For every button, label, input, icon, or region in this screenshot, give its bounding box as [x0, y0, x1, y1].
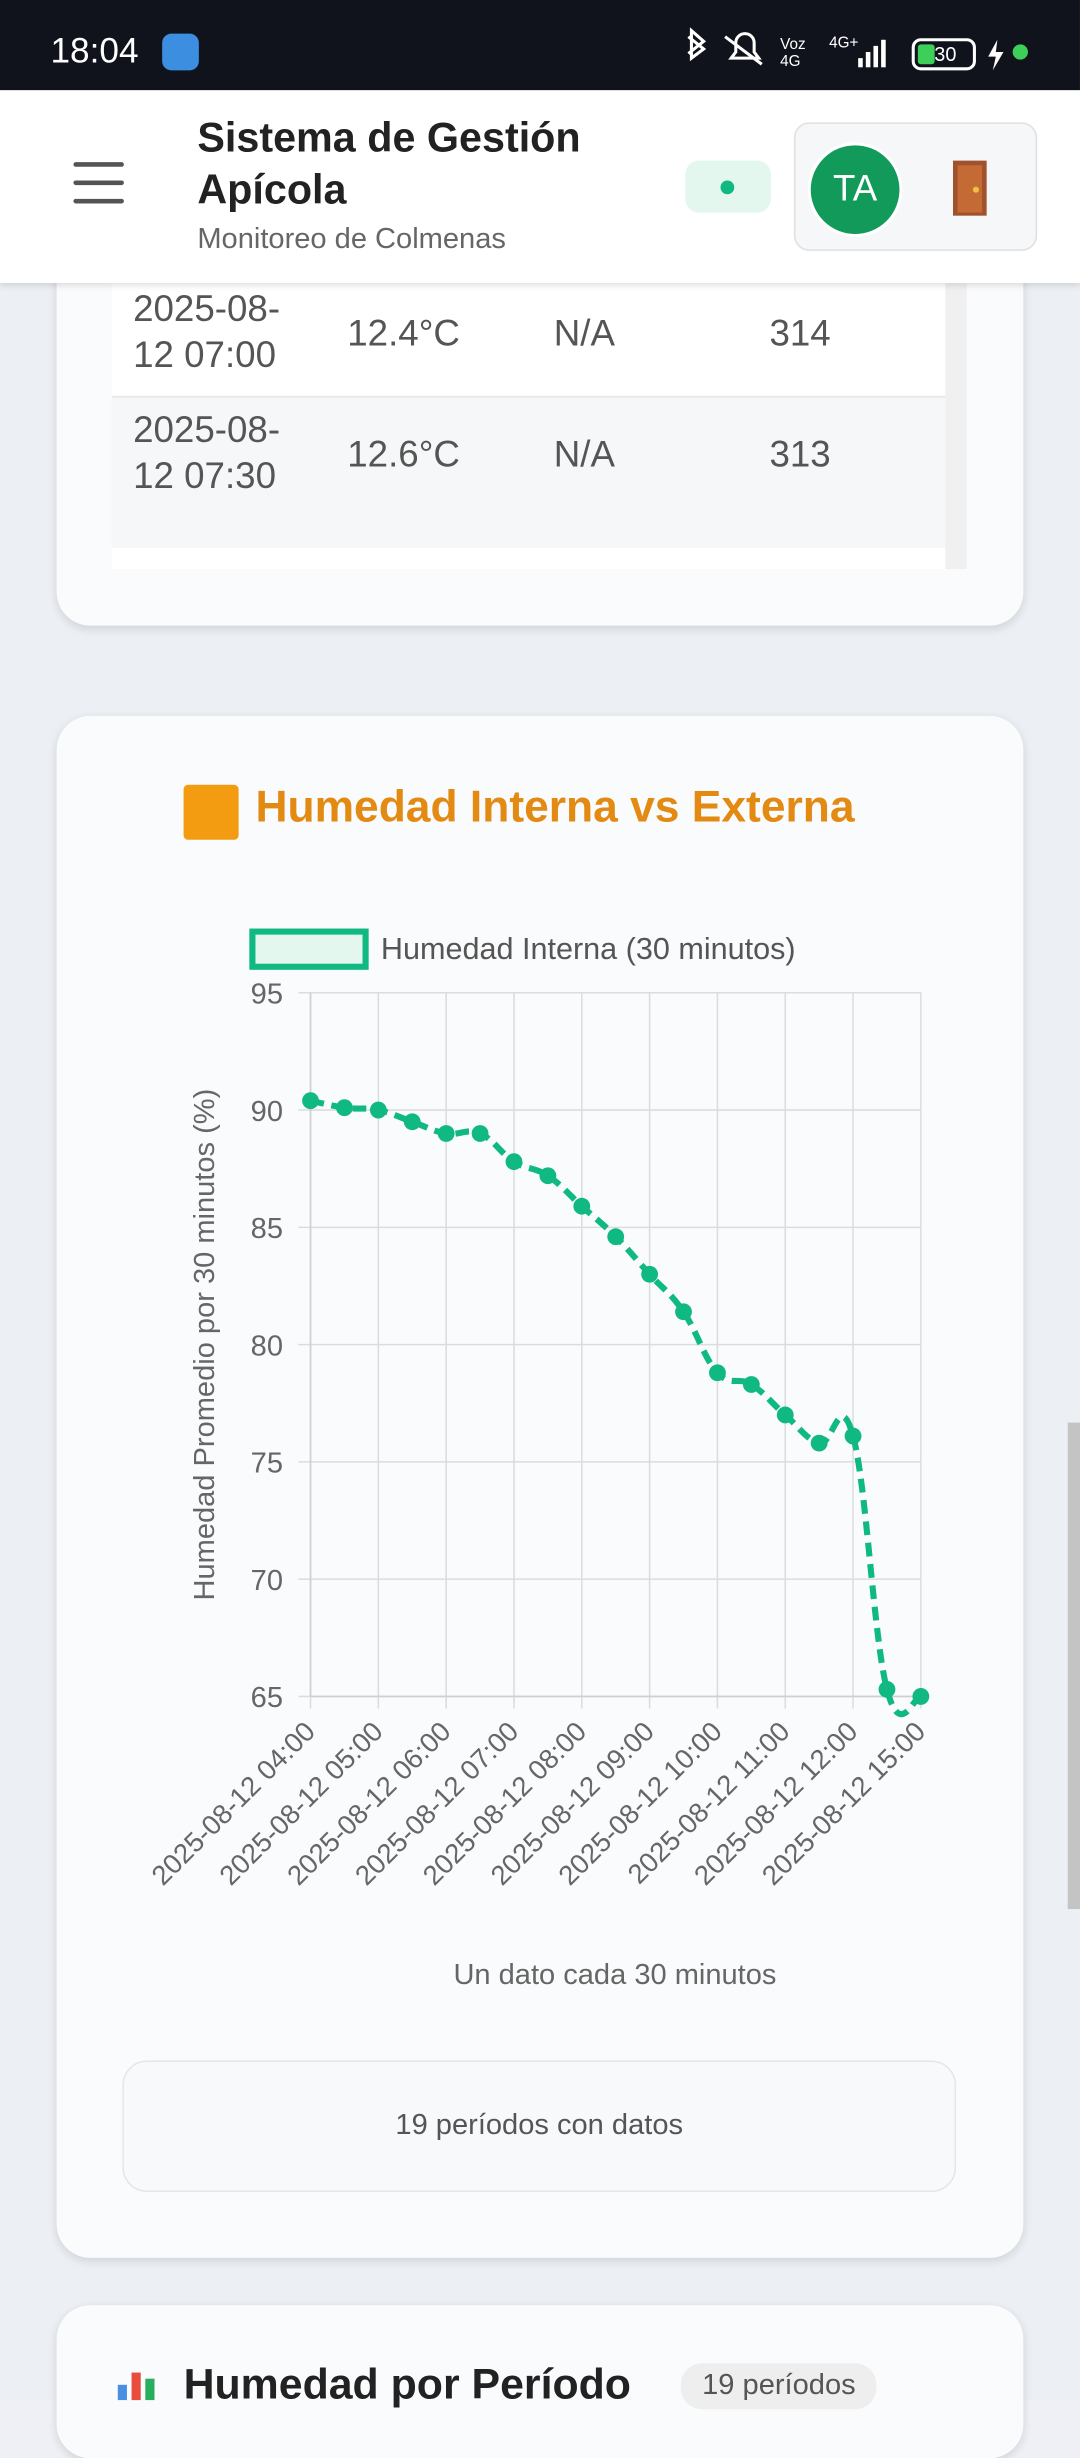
point: [776, 1406, 794, 1424]
point: [403, 1113, 421, 1131]
summary: 19 períodos con datos: [122, 2060, 957, 2193]
logout-button[interactable]: [948, 158, 991, 219]
user-panel: TA: [793, 122, 1038, 251]
y-axis-title: Humedad Promedio por 30 minutos (%): [189, 1089, 221, 1601]
point: [742, 1376, 760, 1393]
page-scrollbar: [1067, 1422, 1080, 1910]
point: [573, 1197, 591, 1215]
point: [369, 1101, 387, 1119]
point: [302, 1092, 319, 1110]
table-cell: 12.6°C: [347, 434, 460, 476]
y-tick-label: 65: [251, 1682, 283, 1714]
period-icon: [115, 2366, 161, 2401]
point: [641, 1265, 659, 1283]
svg-text:4G: 4G: [780, 53, 800, 70]
point: [810, 1434, 828, 1452]
table-cell: 2025-08-12 07:00: [133, 289, 281, 377]
legend-label: Humedad Interna (30 minutos): [381, 932, 796, 966]
avatar[interactable]: TA: [807, 142, 903, 238]
scrollbar: [945, 275, 967, 570]
point: [709, 1364, 726, 1382]
menu-button[interactable]: [73, 162, 124, 204]
y-tick-label: 70: [251, 1565, 283, 1597]
table-row: [111, 547, 946, 570]
line: [309, 1097, 922, 1718]
chart-title: Humedad Interna vs Externa: [255, 783, 855, 833]
x-axis-title: Un dato cada 30 minutos: [453, 1959, 776, 1991]
status-bar: 18:04 Voz 4G 4G+ 30: [0, 0, 1080, 91]
table-cell: N/A: [553, 434, 615, 476]
point: [437, 1125, 455, 1142]
svg-text:4G+: 4G+: [829, 34, 858, 51]
point: [844, 1427, 862, 1445]
time: 18:04: [50, 30, 139, 71]
table-cell: 314: [769, 313, 831, 355]
point: [336, 1099, 353, 1117]
point: [912, 1688, 930, 1705]
point: [539, 1167, 557, 1185]
table-cell: 2025-08-12 07:30: [133, 409, 281, 498]
battery-level: 30: [934, 44, 956, 66]
y-tick-label: 90: [251, 1096, 283, 1128]
table-row: [111, 396, 946, 550]
app-subtitle: Monitoreo de Colmenas: [197, 223, 506, 256]
table-cell: N/A: [553, 313, 615, 355]
y-tick-label: 95: [251, 978, 283, 1010]
point: [675, 1303, 692, 1321]
period-title: Humedad por Período: [183, 2360, 631, 2408]
point: [471, 1125, 489, 1142]
y-tick-label: 75: [251, 1448, 283, 1480]
svg-text:Voz: Voz: [780, 36, 805, 53]
y-tick-label: 85: [251, 1213, 283, 1245]
table-row: [111, 275, 946, 395]
app-header: Sistema de Gestión Apícola Monitoreo de …: [0, 90, 1080, 283]
table-card: 2025-08-12 07:00 12.4°C N/A 314 2025-08-12 0…: [56, 229, 1024, 626]
app-title: Sistema de Gestión Apícola: [197, 114, 581, 213]
status-indicator: [685, 160, 771, 213]
table-cell: 313: [769, 434, 831, 476]
period-card: Humedad por Período 19 períodos: [56, 2305, 1024, 2458]
table-cell: 12.4°C: [347, 313, 460, 355]
point: [607, 1228, 625, 1246]
chart-icon: [183, 784, 239, 840]
app-icon: [162, 33, 199, 71]
y-tick-label: 80: [251, 1330, 283, 1362]
legend-swatch: [249, 928, 369, 970]
period-badge: 19 períodos: [680, 2363, 878, 2410]
point: [878, 1680, 896, 1698]
point: [505, 1153, 523, 1171]
